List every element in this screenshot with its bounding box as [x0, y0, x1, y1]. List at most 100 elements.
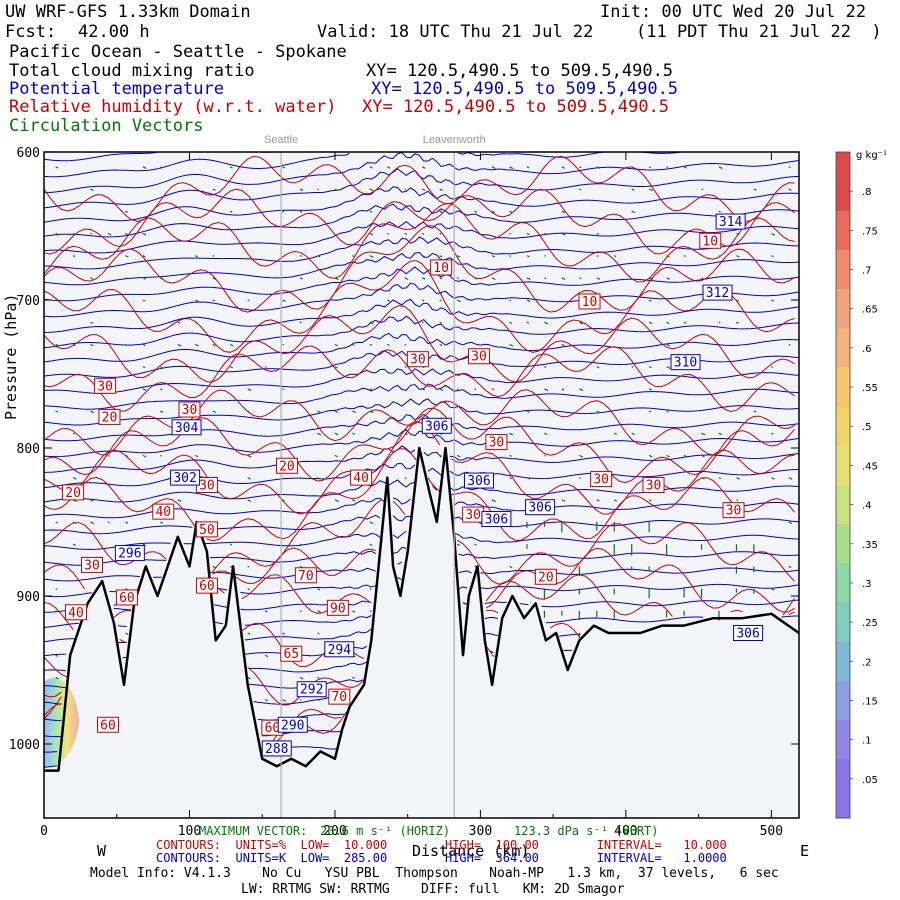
circulation-vector — [142, 454, 147, 458]
theta-contour — [43, 251, 800, 286]
rh-contour — [43, 448, 795, 542]
circulation-vector — [613, 255, 617, 258]
circulation-vector — [404, 188, 407, 191]
circulation-vector — [736, 299, 739, 302]
circulation-vector — [125, 521, 129, 524]
circulation-vector — [474, 388, 477, 391]
colorbar-label: .65 — [862, 305, 878, 316]
circulation-vector — [125, 277, 128, 280]
circulation-vector — [107, 454, 110, 457]
circulation-vector — [229, 366, 233, 369]
field-rh-label: Relative humidity (w.r.t. water) — [9, 97, 337, 117]
circulation-vector — [142, 388, 147, 391]
colorbar-label: .3 — [862, 579, 872, 590]
circulation-vector — [404, 277, 409, 280]
circulation-vector — [526, 166, 530, 169]
rh-contour-label: 20 — [275, 457, 298, 474]
svg-text:30: 30 — [489, 436, 505, 451]
circulation-vector — [718, 255, 721, 257]
circulation-vector — [736, 232, 740, 236]
circulation-vector — [264, 654, 269, 658]
colorbar-label: .7 — [862, 266, 872, 277]
colorbar-label: .55 — [862, 383, 878, 394]
theta-contour — [43, 514, 800, 535]
circulation-vector — [439, 277, 443, 280]
circulation-vector — [334, 499, 339, 503]
circulation-vector — [142, 366, 146, 369]
rh-contour-label: 30 — [722, 502, 745, 519]
circulation-vector — [142, 166, 147, 169]
colorbar-swatch — [836, 582, 850, 604]
circulation-vector — [369, 388, 372, 391]
circulation-vector — [352, 255, 355, 257]
circulation-vector — [90, 521, 95, 525]
circulation-vector — [90, 321, 94, 324]
circulation-vector — [561, 166, 566, 169]
rh-contour-label: 30 — [467, 348, 490, 365]
circulation-vector — [247, 454, 252, 458]
svg-text:294: 294 — [328, 643, 352, 658]
circulation-vector — [195, 321, 198, 324]
circulation-vector — [561, 232, 566, 236]
circulation-vector — [439, 388, 444, 392]
colorbar-swatch — [836, 641, 850, 662]
svg-text:306: 306 — [528, 501, 551, 516]
x-axis-label: Distance (km) — [412, 842, 530, 860]
y-tick-label: 1000 — [9, 738, 40, 753]
circulation-vector — [439, 188, 443, 191]
rh-contour-label: 30 — [94, 377, 117, 394]
y-tick-label: 700 — [17, 294, 40, 309]
theta-contour-label: 288 — [261, 740, 292, 757]
colorbar-swatch — [836, 249, 850, 271]
rh-contour-label: 40 — [152, 503, 175, 520]
circulation-vector — [195, 299, 199, 303]
theta-contour — [43, 599, 800, 613]
circulation-vector — [648, 277, 653, 281]
circulation-vector — [683, 166, 687, 169]
circulation-vector — [177, 343, 182, 347]
circulation-vector — [404, 366, 407, 368]
theta-contour — [43, 186, 800, 223]
circulation-vector — [125, 454, 128, 458]
circulation-vector — [439, 321, 442, 324]
colorbar-label: .2 — [862, 657, 872, 668]
circulation-vector — [421, 299, 425, 302]
circulation-vector — [771, 588, 775, 591]
circulation-vector — [596, 366, 600, 369]
circulation-vector — [788, 188, 792, 191]
circulation-vector — [456, 299, 461, 303]
circulation-vector — [509, 210, 513, 214]
svg-text:288: 288 — [265, 742, 288, 757]
circulation-vector — [439, 255, 443, 258]
circulation-vector — [264, 699, 268, 702]
svg-text:20: 20 — [279, 459, 295, 474]
circulation-vector — [404, 343, 407, 346]
circulation-vector — [736, 477, 740, 480]
circulation-vector — [561, 388, 565, 391]
circulation-vector — [718, 166, 723, 169]
circulation-vector — [299, 699, 302, 701]
y-tick-label: 900 — [17, 590, 40, 605]
circulation-vector — [229, 343, 234, 347]
colorbar-swatch — [836, 759, 850, 780]
circulation-vector — [55, 654, 59, 657]
circulation-vector — [195, 255, 198, 258]
colorbar-swatch — [836, 563, 850, 584]
rh-contour-label: 70 — [328, 688, 351, 705]
theta-contour-label: 306 — [481, 511, 512, 528]
svg-text:20: 20 — [538, 570, 554, 585]
circulation-vector — [264, 366, 267, 368]
circulation-vector — [177, 499, 182, 502]
plot-area — [44, 152, 799, 818]
location-label: Leavenworth — [423, 134, 486, 146]
circulation-vector — [334, 410, 339, 414]
circulation-vector — [195, 454, 199, 458]
svg-text:70: 70 — [331, 690, 347, 705]
circulation-vector — [299, 255, 302, 257]
circulation-vector — [212, 255, 215, 257]
rh-contour-label: 70 — [294, 567, 317, 584]
svg-text:10: 10 — [582, 295, 598, 310]
svg-text:40: 40 — [353, 471, 369, 486]
circulation-vector — [788, 166, 791, 169]
x-tick-label: 400 — [614, 824, 637, 839]
